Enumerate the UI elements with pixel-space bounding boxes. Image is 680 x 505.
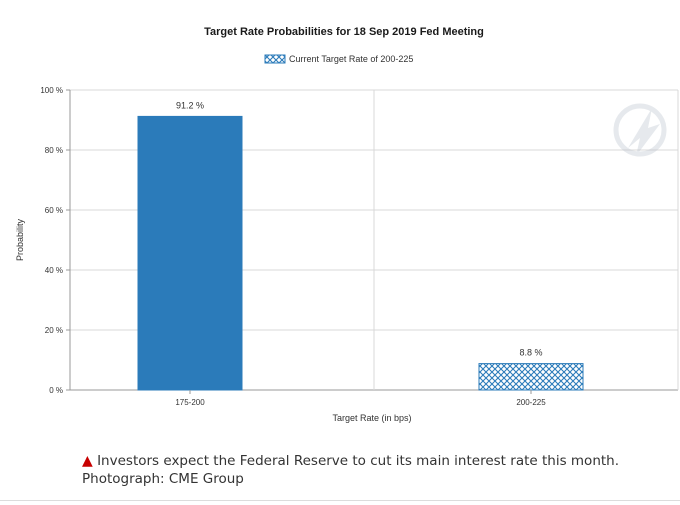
chart-title: Target Rate Probabilities for 18 Sep 201… [204, 26, 484, 38]
caption-text: Investors expect the Federal Reserve to … [82, 453, 620, 487]
legend-swatch [264, 54, 286, 64]
y-tick-label: 100 % [40, 86, 63, 95]
y-tick-label: 60 % [45, 206, 63, 215]
cme-watermark-icon [613, 103, 667, 157]
y-tick-label: 20 % [45, 326, 63, 335]
legend-label: Current Target Rate of 200-225 [289, 54, 413, 64]
x-tick-label: 175-200 [175, 398, 205, 407]
bar-175-200 [137, 115, 243, 391]
bar-200-225 [478, 363, 584, 391]
bar-value-label: 91.2 % [176, 100, 204, 110]
y-tick-label: 40 % [45, 266, 63, 275]
y-tick-label: 0 % [49, 386, 63, 395]
caption-marker-icon: ▲ [82, 453, 93, 469]
target-rate-chart: Target Rate Probabilities for 18 Sep 201… [15, 26, 679, 423]
photo-caption: ▲ Investors expect the Federal Reserve t… [82, 452, 662, 488]
x-axis-label: Target Rate (in bps) [332, 413, 411, 423]
bar-value-label: 8.8 % [519, 348, 542, 358]
divider [0, 500, 680, 501]
x-ticks: 175-200 200-225 [175, 390, 546, 407]
y-ticks: 0 % 20 % 40 % 60 % 80 % 100 % [40, 86, 63, 395]
x-tick-label: 200-225 [516, 398, 546, 407]
y-tick-label: 80 % [45, 146, 63, 155]
y-axis-label: Probability [15, 218, 25, 261]
legend: Current Target Rate of 200-225 [264, 54, 413, 64]
bars: 91.2 % 8.8 % [137, 100, 584, 391]
